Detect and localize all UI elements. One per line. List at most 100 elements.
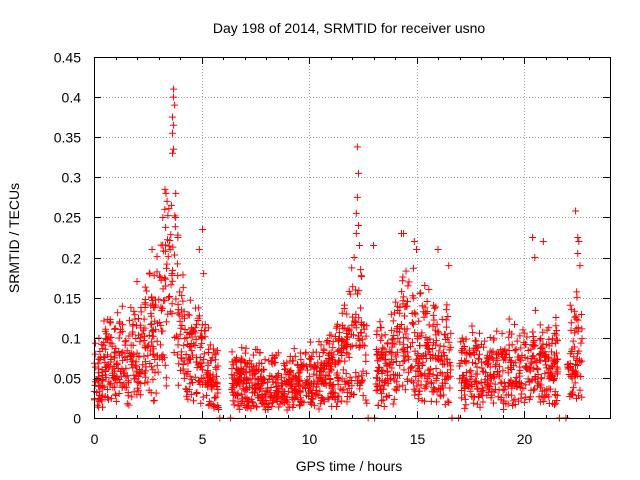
data-point-peak xyxy=(350,254,358,262)
data-point xyxy=(574,392,582,400)
data-point xyxy=(465,383,473,391)
data-point xyxy=(338,321,346,329)
data-point xyxy=(208,382,216,390)
data-point xyxy=(180,374,188,382)
data-point xyxy=(278,385,286,393)
data-point xyxy=(214,401,222,409)
data-point xyxy=(307,362,315,370)
data-point xyxy=(429,371,437,379)
data-point xyxy=(239,379,247,387)
data-point xyxy=(232,358,240,366)
data-point xyxy=(410,379,418,387)
data-point xyxy=(508,330,516,338)
data-point xyxy=(552,331,560,339)
data-point-peak xyxy=(354,221,362,229)
data-point xyxy=(382,359,390,367)
data-point xyxy=(355,343,363,351)
data-point xyxy=(91,350,99,358)
data-point xyxy=(510,320,518,328)
data-point xyxy=(339,366,347,374)
data-point xyxy=(577,339,585,347)
data-point xyxy=(333,402,341,410)
data-point xyxy=(241,349,249,357)
data-point xyxy=(204,324,212,332)
data-point xyxy=(188,378,196,386)
data-point xyxy=(177,348,185,356)
data-point xyxy=(127,304,135,312)
data-point xyxy=(430,384,438,392)
data-point xyxy=(147,321,155,329)
data-point xyxy=(447,329,455,337)
data-point xyxy=(98,384,106,392)
data-point xyxy=(458,349,466,357)
data-point xyxy=(426,366,434,374)
data-point xyxy=(416,290,424,298)
data-point xyxy=(436,342,444,350)
data-point xyxy=(408,319,416,327)
data-point xyxy=(573,288,581,296)
data-point xyxy=(548,348,556,356)
data-point xyxy=(437,392,445,400)
data-point xyxy=(121,341,129,349)
data-point-peak xyxy=(539,238,547,246)
data-point xyxy=(430,316,438,324)
data-point xyxy=(101,368,109,376)
data-point xyxy=(332,324,340,332)
data-point xyxy=(529,341,537,349)
data-point xyxy=(192,335,200,343)
data-point xyxy=(111,376,119,384)
data-point xyxy=(342,370,350,378)
data-point xyxy=(494,350,502,358)
data-point xyxy=(389,340,397,348)
data-point xyxy=(515,353,523,361)
data-point xyxy=(341,357,349,365)
data-point xyxy=(388,364,396,372)
data-point xyxy=(358,335,366,343)
data-point xyxy=(427,397,435,405)
data-point xyxy=(98,340,106,348)
data-point-peak xyxy=(434,246,442,254)
data-point xyxy=(100,317,108,325)
data-point xyxy=(523,333,531,341)
data-point xyxy=(421,282,429,290)
data-point xyxy=(470,399,478,407)
data-point xyxy=(162,264,170,272)
data-point xyxy=(181,369,189,377)
data-point xyxy=(568,374,576,382)
data-point xyxy=(468,322,476,330)
data-point xyxy=(393,378,401,386)
data-point xyxy=(476,329,484,337)
data-point xyxy=(438,315,446,323)
data-point xyxy=(280,377,288,385)
data-point xyxy=(508,384,516,392)
data-point xyxy=(500,406,508,414)
data-point xyxy=(349,313,357,321)
data-point xyxy=(165,294,173,302)
data-point xyxy=(128,330,136,338)
data-point xyxy=(182,350,190,358)
data-point xyxy=(180,314,188,322)
data-point xyxy=(566,301,574,309)
data-point xyxy=(483,361,491,369)
data-point xyxy=(415,332,423,340)
data-point xyxy=(305,388,313,396)
data-point xyxy=(125,332,133,340)
data-point xyxy=(322,357,330,365)
data-point xyxy=(153,268,161,276)
data-point xyxy=(135,387,143,395)
data-point xyxy=(267,384,275,392)
data-point xyxy=(193,320,201,328)
data-point xyxy=(94,369,102,377)
data-point xyxy=(506,354,514,362)
data-point xyxy=(551,330,559,338)
data-point xyxy=(500,385,508,393)
data-point xyxy=(380,403,388,411)
data-point xyxy=(567,326,575,334)
data-point xyxy=(343,310,351,318)
data-point-peak xyxy=(172,213,180,221)
data-point xyxy=(338,397,346,405)
data-point xyxy=(549,363,557,371)
data-point xyxy=(295,380,302,388)
data-point xyxy=(290,345,298,353)
